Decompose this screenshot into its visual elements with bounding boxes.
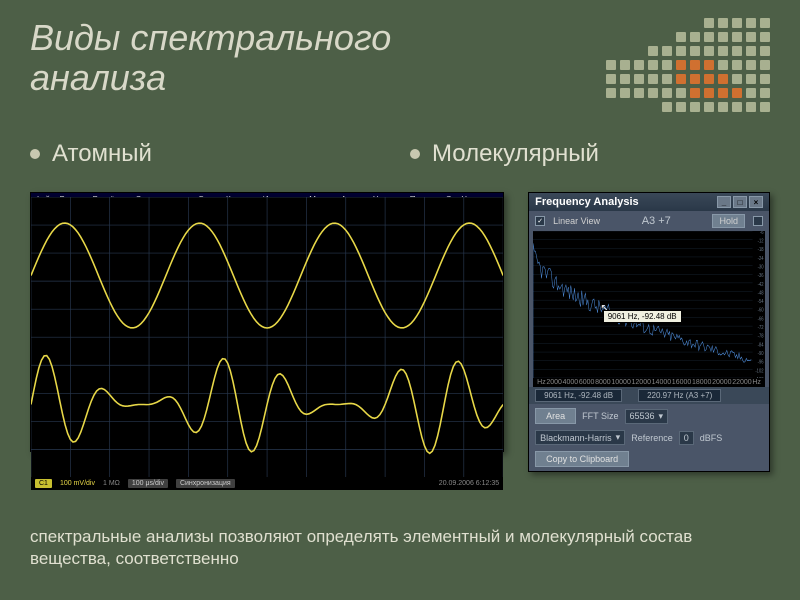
panels-row: ФайлВертик.РазвёрткаСинхронизацияЭкранКу… [30,192,770,472]
osc-status-bar: C1 100 mV/div 1 MΩ 100 μs/div Синхрониза… [31,477,503,490]
svg-text:-42: -42 [758,281,764,288]
osc-channel-chip: C1 [35,479,52,488]
freq-svg: -6 -12 -18-24 -30 -36-42 -48-54 -60 -66-72 -78 -8… [533,231,765,378]
bullet-dot-icon [30,149,40,159]
bullet-dot-icon [410,149,420,159]
svg-text:-48: -48 [758,290,764,297]
maximize-icon[interactable]: □ [733,196,747,208]
bullet-right-label: Молекулярный [432,140,599,168]
minimize-icon[interactable]: _ [717,196,731,208]
svg-text:-84: -84 [758,342,764,349]
osc-mode: Синхронизация [176,479,235,488]
svg-text:-72: -72 [758,324,764,331]
bullets-row: Атомный Молекулярный [30,140,770,168]
close-icon[interactable]: × [749,196,763,208]
freq-xtick: 8000 [595,379,611,386]
freq-center-title: A3 +7 [608,215,704,227]
linear-view-label: Linear View [553,216,600,226]
window-fn-select[interactable]: Blackmann-Harris▾ [535,430,625,445]
area-button[interactable]: Area [535,408,576,424]
freq-window-title: Frequency Analysis [535,196,639,208]
linear-view-checkbox[interactable]: ✓ [535,216,545,226]
freq-xtick: Hz [752,379,761,386]
svg-text:-96: -96 [758,359,764,366]
osc-svg [31,197,503,477]
freq-x-axis: Hz20004000600080001000012000140001600018… [533,378,765,387]
svg-text:-6: -6 [760,231,764,236]
osc-vdiv-hi: 100 mV/div [60,480,95,487]
freq-status-left: 9061 Hz, -92.48 dB [535,389,622,402]
freq-xtick: 18000 [692,379,711,386]
freq-toolbar: ✓ Linear View A3 +7 Hold [529,211,769,231]
freq-xtick: 20000 [712,379,731,386]
freq-xtick: 22000 [732,379,751,386]
freq-status-right: 220.97 Hz (A3 +7) [638,389,721,402]
freq-xtick: 12000 [632,379,651,386]
decorative-dot-matrix [606,18,770,112]
svg-text:-54: -54 [758,298,764,305]
content-area: Атомный Молекулярный ФайлВертик.Развёртк… [30,140,770,472]
freq-xtick: 16000 [672,379,691,386]
bullet-left-label: Атомный [52,140,152,168]
unit-label: dBFS [700,433,723,443]
osc-display [31,197,503,477]
freq-cursor-tooltip: 9061 Hz, -92.48 dB [603,310,682,323]
copy-clipboard-button[interactable]: Copy to Clipboard [535,451,629,467]
svg-text:-18: -18 [758,247,764,254]
reference-label: Reference [631,433,673,443]
slide-title: Виды спектрального анализа [30,18,391,97]
reference-value[interactable]: 0 [679,431,694,445]
svg-text:-30: -30 [758,264,764,271]
freq-xtick: 10000 [611,379,630,386]
svg-text:-108: -108 [755,376,763,378]
oscilloscope-panel: ФайлВертик.РазвёрткаСинхронизацияЭкранКу… [30,192,504,452]
osc-sweep: 100 μs/div [128,479,168,488]
freq-status-bar: 9061 Hz, -92.48 dB 220.97 Hz (A3 +7) [529,387,769,404]
freq-xtick: 6000 [579,379,595,386]
svg-text:-90: -90 [758,350,764,357]
osc-coupling: 1 MΩ [103,480,120,487]
frequency-panel: Frequency Analysis _ □ × ✓ Linear View A… [528,192,770,472]
fft-size-label: FFT Size [582,411,618,421]
title-line-2: анализа [30,58,391,98]
freq-xtick: Hz [537,379,546,386]
bullet-molecular: Молекулярный [410,140,770,168]
fft-size-select[interactable]: 65536▾ [625,409,669,424]
title-line-1: Виды спектрального [30,18,391,58]
slide-footer-text: спектральные анализы позволяют определят… [30,526,770,570]
svg-text:-36: -36 [758,273,764,280]
svg-text:-78: -78 [758,333,764,340]
freq-controls: Area FFT Size 65536▾ Blackmann-Harris▾ R… [529,404,769,471]
osc-timestamp: 20.09.2006 6:12:35 [439,480,499,487]
freq-titlebar[interactable]: Frequency Analysis _ □ × [529,193,769,211]
freq-xtick: 4000 [563,379,579,386]
window-buttons: _ □ × [717,196,763,208]
chevron-down-icon: ▾ [659,411,664,422]
svg-text:-12: -12 [758,238,764,245]
svg-text:-66: -66 [758,316,764,323]
hold-button[interactable]: Hold [712,214,745,228]
chevron-down-icon: ▾ [616,432,621,443]
bullet-atomic: Атомный [30,140,390,168]
freq-xtick: 14000 [652,379,671,386]
svg-text:-102: -102 [755,368,763,375]
freq-display: -6 -12 -18-24 -30 -36-42 -48-54 -60 -66-72 -78 -8… [533,231,765,378]
freq-xtick: 2000 [546,379,562,386]
svg-text:-60: -60 [758,307,764,314]
svg-text:-24: -24 [758,255,764,262]
hold-checkbox[interactable] [753,216,763,226]
